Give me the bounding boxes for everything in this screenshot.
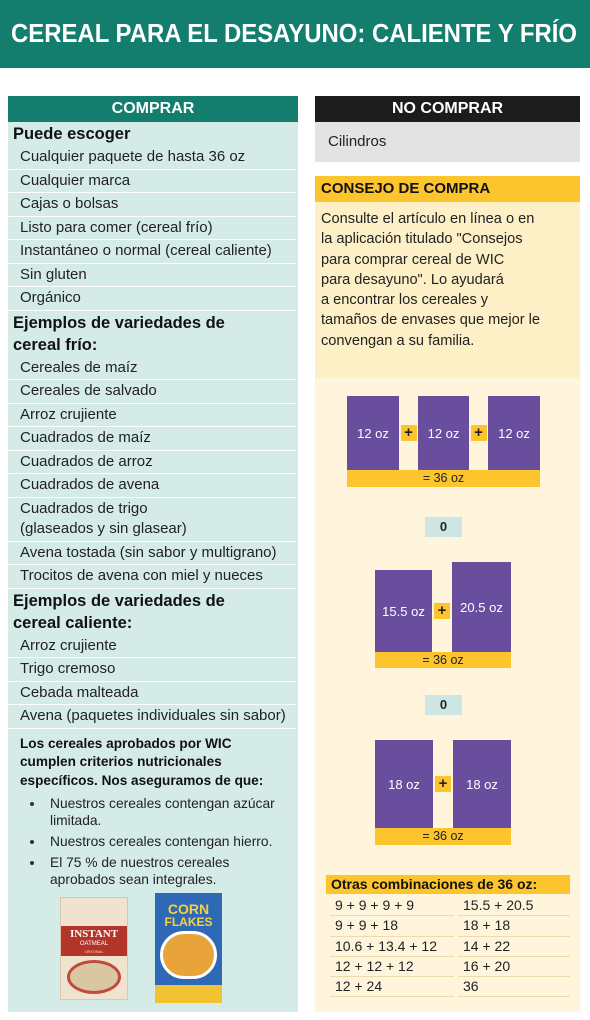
total-bar: = 36 oz [375, 828, 511, 845]
combinations-title: Otras combinaciones de 36 oz: [326, 875, 570, 894]
product-oatmeal: INSTANT OATMEAL ORIGINAL [60, 897, 128, 1000]
cf-product: FLAKES [164, 915, 213, 929]
combination-cell: 12 + 24 [330, 977, 454, 998]
plus-sign: + [470, 425, 487, 441]
list-item: Cualquier paquete de hasta 36 oz [8, 146, 296, 170]
or-separator: 0 [425, 695, 462, 715]
page-title: CEREAL PARA EL DESAYUNO: CALIENTE Y FRÍO [11, 18, 577, 48]
tip-title: CONSEJO DE COMPRA [315, 176, 580, 202]
total-bar: = 36 oz [375, 652, 511, 668]
header-bar: CEREAL PARA EL DESAYUNO: CALIENTE Y FRÍO [0, 0, 590, 68]
dont-buy-item: Cilindros [315, 122, 580, 162]
or-separator: 0 [425, 517, 462, 537]
note: Los cereales aprobados por WIC cumplen c… [20, 735, 264, 788]
list-item: Orgánico [8, 287, 296, 311]
combination-cell: 9 + 9 + 9 + 9 [330, 896, 454, 917]
list-item: Cereales de salvado [8, 380, 296, 404]
plus-sign: + [434, 603, 450, 619]
section-heading: Ejemplos de variedades de cereal calient… [13, 591, 225, 632]
total-bar: = 36 oz [347, 470, 540, 487]
bullet-text: El 75 % de nuestros cereales aprobados s… [50, 855, 230, 887]
list-item: Cuadrados de trigo (glaseados y sin glas… [8, 498, 296, 542]
oat-product: OATMEAL [79, 941, 109, 947]
oat-band [61, 926, 127, 956]
buy-panel: COMPRAR Puede escoger Cualquier paquete de… [8, 96, 298, 1012]
bullet-item: El 75 % de nuestros cereales aprobados s… [8, 852, 298, 890]
list-item: Cuadrados de avena [8, 474, 296, 498]
size-box: 12 oz [488, 396, 540, 470]
combination-cell: 15.5 + 20.5 [458, 896, 570, 917]
dont-buy-title: NO COMPRAR [315, 96, 580, 122]
list-item: Trigo cremoso [8, 658, 296, 682]
oat-brand: INSTANT [69, 928, 119, 940]
list-item: Sin gluten [8, 264, 296, 287]
header-bg [0, 0, 590, 68]
size-box: 18 oz [453, 740, 511, 828]
bullet-text: Nuestros cereales contengan hierro. [50, 834, 273, 849]
list-item: Cuadrados de maíz [8, 427, 296, 451]
list-item: Cualquier marca [8, 170, 296, 193]
list-item: Avena tostada (sin sabor y multigrano) [8, 542, 296, 565]
list-item: Trocitos de avena con miel y nueces [8, 565, 296, 589]
bullet-dot [30, 802, 34, 806]
combination-cell: 12 + 12 + 12 [330, 957, 454, 978]
buy-title: COMPRAR [8, 96, 298, 122]
size-box: 20.5 oz [452, 562, 511, 652]
cf-bowl [160, 931, 217, 979]
section-heading: Puede escoger [13, 125, 131, 143]
list-item: Instantáneo o normal (cereal caliente) [8, 240, 296, 264]
combination-cell: 16 + 20 [458, 957, 570, 978]
list-item: Arroz crujiente [8, 635, 296, 658]
list-item: Cajas o bolsas [8, 193, 296, 217]
size-box: 12 oz [418, 396, 469, 470]
plus-sign: + [400, 425, 417, 441]
plus-sign: + [435, 776, 451, 792]
bullet-item: Nuestros cereales contengan hierro. [8, 831, 298, 852]
cf-bottom [155, 985, 222, 1003]
section-heading: Ejemplos de variedades de cereal frío: [13, 313, 225, 354]
list-item: Avena (paquetes individuales sin sabor) [8, 705, 296, 729]
list-item: Listo para comer (cereal frío) [8, 217, 296, 240]
size-box: 15.5 oz [375, 570, 432, 652]
list-item: Arroz crujiente [8, 404, 296, 427]
list-item: Cuadrados de arroz [8, 451, 296, 474]
oat-bowl [67, 960, 121, 994]
oat-variety: ORIGINAL [84, 949, 104, 954]
combination-cell: 14 + 22 [458, 937, 570, 957]
tip-text: Consulte el artículo en línea o en la ap… [315, 202, 580, 378]
size-box: 12 oz [347, 396, 399, 470]
combination-cell: 10.6 + 13.4 + 12 [330, 937, 454, 957]
cf-brand: CORN [167, 901, 210, 917]
bullet-item: Nuestros cereales contengan azúcar limit… [8, 793, 298, 831]
list-item: Cereales de maíz [8, 357, 296, 380]
combination-cell: 36 [458, 977, 570, 998]
bullet-text: Nuestros cereales contengan azúcar limit… [50, 796, 275, 828]
bullet-dot [30, 840, 34, 844]
combination-cell: 18 + 18 [458, 916, 570, 937]
product-cornflakes: CORN FLAKES [155, 893, 222, 1003]
combination-cell: 9 + 9 + 18 [330, 916, 454, 937]
size-box: 18 oz [375, 740, 433, 828]
bullet-dot [30, 861, 34, 865]
list-item: Cebada malteada [8, 682, 296, 705]
